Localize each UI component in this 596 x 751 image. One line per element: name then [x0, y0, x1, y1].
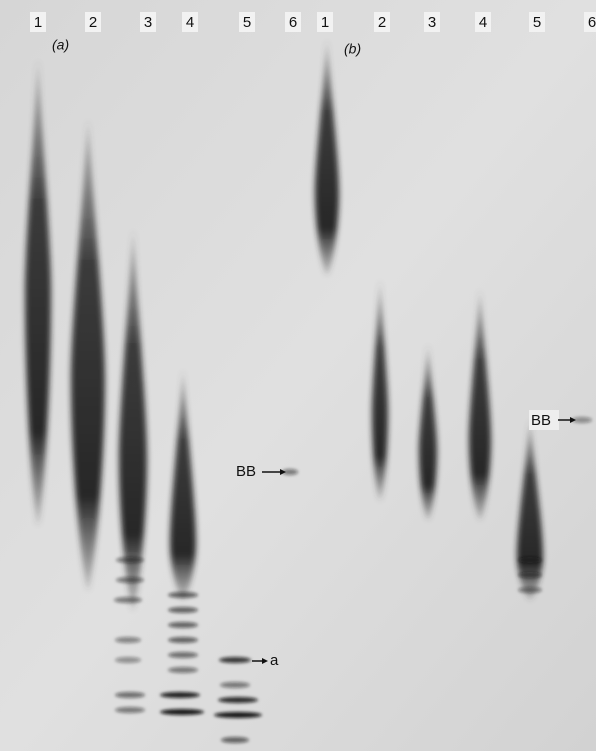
band	[116, 577, 144, 583]
smear	[25, 60, 51, 525]
smear	[469, 290, 491, 520]
lane-label: 4	[186, 14, 194, 31]
lane-label-bg	[140, 12, 156, 32]
band	[168, 607, 198, 613]
lane-label-bg	[239, 12, 255, 32]
band	[221, 737, 249, 743]
smear	[71, 120, 105, 590]
band	[115, 657, 141, 663]
marker-label: a	[270, 652, 279, 669]
smear	[315, 40, 339, 275]
band	[160, 692, 200, 698]
band	[518, 572, 542, 578]
lane-label-bg	[317, 12, 333, 32]
smear	[419, 345, 437, 520]
smear	[517, 420, 543, 600]
lane-label: 6	[588, 14, 596, 31]
band	[115, 692, 145, 698]
band	[115, 637, 141, 643]
lane-label: 2	[378, 14, 386, 31]
band	[115, 707, 145, 713]
lane-label: 5	[533, 14, 541, 31]
band	[220, 682, 250, 688]
band	[282, 469, 298, 475]
lane-label: 4	[479, 14, 487, 31]
band	[160, 709, 204, 715]
lane-label: 3	[428, 14, 436, 31]
marker-label: BB	[531, 412, 551, 429]
band	[114, 597, 142, 603]
band	[168, 622, 198, 628]
lane-label: 1	[34, 14, 42, 31]
band	[168, 652, 198, 658]
smears	[25, 40, 543, 610]
lane-label-bg	[475, 12, 491, 32]
band	[219, 657, 251, 663]
panel-label: (b)	[344, 41, 361, 57]
band	[214, 712, 262, 718]
band	[168, 592, 198, 598]
lane-label: 1	[321, 14, 329, 31]
lane-label: 6	[289, 14, 297, 31]
lane-label-bg	[374, 12, 390, 32]
lane-label: 2	[89, 14, 97, 31]
lane-label-bg	[85, 12, 101, 32]
panel-label: (a)	[52, 37, 69, 53]
band	[116, 557, 144, 563]
lane-label-bg	[584, 12, 596, 32]
marker-box	[529, 410, 559, 430]
bands	[114, 417, 592, 743]
lane-label-bg	[424, 12, 440, 32]
marker-label: BB	[236, 463, 256, 480]
marker-arrow-head	[570, 417, 576, 423]
band	[518, 557, 542, 563]
band	[218, 697, 258, 703]
smear	[170, 370, 196, 600]
smear	[372, 280, 388, 500]
lane-label-bg	[182, 12, 198, 32]
lane-label-bg	[529, 12, 545, 32]
band	[572, 417, 592, 423]
lane-label: 3	[144, 14, 152, 31]
marker-arrow-head	[280, 469, 286, 475]
smear	[119, 230, 147, 610]
band	[168, 637, 198, 643]
marker-arrow-head	[262, 658, 268, 664]
band	[168, 667, 198, 673]
lane-label-bg	[30, 12, 46, 32]
lane-label: 5	[243, 14, 251, 31]
lane-label-bg	[285, 12, 301, 32]
band	[518, 587, 542, 593]
